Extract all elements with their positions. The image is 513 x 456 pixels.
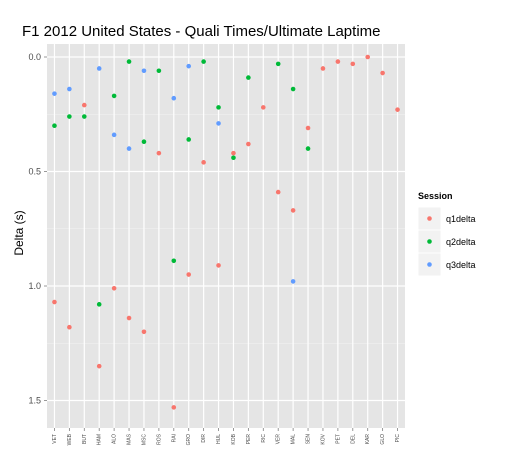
point-q3delta-HUL [216,121,221,126]
legend: Session q1delta q2delta q3delta [417,191,476,277]
x-tick-label: DEL [350,434,356,444]
point-q2delta-RAI [171,258,177,264]
x-tick-label: HUL [216,434,222,444]
point-q1delta-HUL [216,263,221,268]
x-tick-label: GLO [380,434,386,445]
x-tick-label: MAS [127,433,133,445]
x-tick-label: VER [276,434,282,445]
legend-key-point [427,262,432,267]
legend-label-q1delta: q1delta [446,214,476,224]
point-q1delta-RIC [260,105,266,110]
point-q1delta-MSC [141,329,147,335]
point-q2delta-ROS [156,68,162,74]
point-q1delta-MAS [126,315,132,321]
y-axis-label: Delta (s) [12,210,26,255]
x-tick-label: SEN [306,434,312,445]
x-tick-label: GRO [186,434,192,446]
point-q1delta-VET [52,299,57,305]
point-q3delta-RAI [171,95,177,101]
point-q1delta-GLO [380,70,385,76]
point-q1delta-GRO [186,272,192,277]
point-q2delta-MSC [141,139,147,145]
point-q2delta-VET [52,123,57,128]
point-q1delta-KAR [365,54,371,60]
point-q3delta-WEB [67,86,72,92]
x-tick-label: KAR [365,434,371,445]
legend-label-q3delta: q3delta [446,260,476,270]
x-tick-label: ROS [156,433,162,445]
point-q1delta-WEB [67,324,72,330]
x-tick-label: BUT [82,434,88,444]
point-q2delta-MAS [126,59,132,64]
point-q2delta-HAM [96,302,102,307]
point-q2delta-PER [246,75,251,80]
point-q1delta-SEN [305,125,311,131]
point-q3delta-GRO [186,63,192,69]
x-tick-label: PIC [395,434,401,443]
x-tick-label: PER [246,434,252,445]
y-tick-label: 1.0 [28,281,41,291]
x-tick-label: KOV [320,433,326,444]
point-q2delta-DIR [201,59,206,64]
x-tick-label: DIR [201,434,207,443]
point-q1delta-RAI [171,405,177,410]
plot-area: 0.0 0.5 1.0 1.5 VET WEB BUT HAM ALO MAS MSC ROS RAI G… [28,44,405,445]
x-tick-label: KOB [231,433,237,444]
point-q2delta-VER [275,61,281,67]
y-tick-label: 0.5 [28,167,41,177]
point-q2delta-BUT [81,114,87,119]
point-q3delta-HAM [96,66,102,71]
x-tick-label: WEB [67,433,73,445]
point-q1delta-HAM [96,363,102,369]
point-q1delta-BUT [81,102,87,108]
point-q2delta-MAL [290,86,296,92]
x-tick-label: HAM [97,434,103,445]
legend-label-q2delta: q2delta [446,237,476,247]
point-q2delta-SEN [305,146,311,151]
point-q3delta-VET [52,91,57,96]
point-q1delta-DEL [350,61,356,67]
point-q2delta-WEB [67,114,72,119]
legend-title: Session [418,191,453,201]
point-q1delta-KOB [231,150,236,156]
x-tick-label: MAL [291,434,297,445]
point-q1delta-PET [335,59,341,64]
point-q1delta-PIC [395,107,400,112]
legend-key-point [427,239,432,244]
point-q2delta-ALO [111,93,117,99]
point-q1delta-PER [246,141,251,147]
point-q2delta-GRO [186,137,192,142]
point-q1delta-KOV [320,66,326,71]
point-q3delta-MAS [126,146,132,151]
x-tick-label: ALO [112,434,118,444]
point-q1delta-ROS [156,150,162,156]
point-q3delta-MSC [141,68,147,74]
chart-title: F1 2012 United States - Quali Times/Ulti… [22,23,381,40]
plot-background [47,44,405,428]
legend-key-point [427,216,432,221]
x-tick-label: MSC [141,434,147,446]
point-q1delta-DIR [201,160,206,165]
y-tick-label: 0.0 [28,52,41,62]
point-q2delta-HUL [216,105,221,110]
point-q1delta-VER [275,189,281,195]
x-tick-label: VET [52,434,58,444]
point-q1delta-MAL [290,208,296,213]
y-tick-label: 1.5 [28,396,41,406]
x-tick-label: RIC [261,434,267,443]
point-q2delta-KOB [231,155,236,161]
x-tick-label: RAI [171,434,177,442]
x-tick-label: PET [335,434,341,444]
point-q1delta-ALO [111,285,117,291]
point-q3delta-ALO [111,132,117,138]
point-q3delta-MAL [290,279,296,284]
